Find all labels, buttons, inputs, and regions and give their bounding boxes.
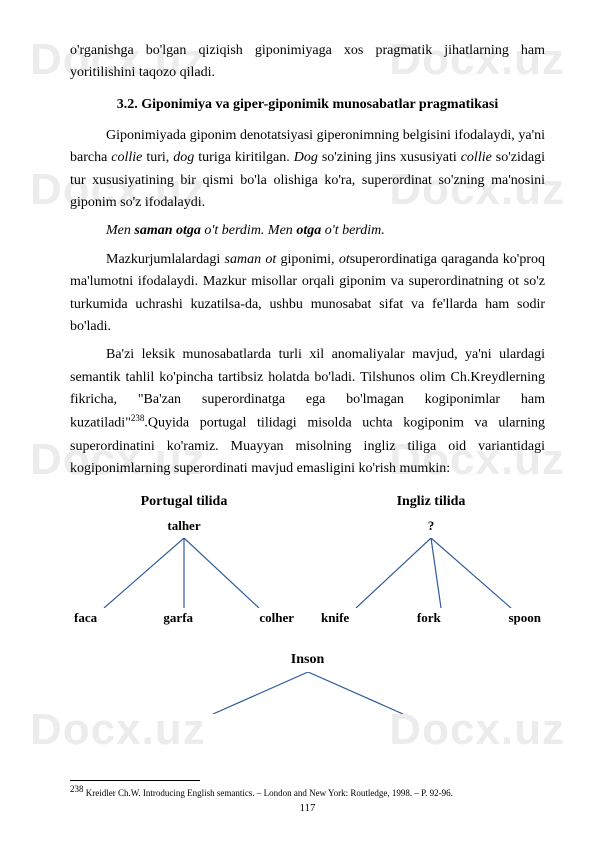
term: saman ot [225,252,277,267]
tree-lines [84,538,284,608]
tree-leaves: faca garfa colher [70,610,298,626]
footer: 238 Kreidler Ch.W. Introducing English s… [70,780,545,814]
paragraph-2: Giponimiyada giponim denotatsiyasi giper… [70,125,545,215]
leaf: faca [74,610,97,626]
tree-portugal: Portugal tilida talher faca garfa colher [70,494,298,626]
term-dog: Dog [294,150,318,165]
text: Mazkurjumlalardagi [106,252,225,267]
tree-title: Portugal tilida [70,494,298,510]
page-number: 117 [70,802,545,814]
paragraph-3: Mazkurjumlalardagi saman ot giponimi, ot… [70,249,545,339]
leaf: knife [321,610,349,626]
emphasis: saman otga [134,223,201,238]
footnote-rule [70,780,200,781]
term: ot [339,252,350,267]
term-collie: collie [111,150,142,165]
paragraph-1: o'rganishga bo'lgan qiziqish giponimiyag… [70,40,545,85]
footnote: 238 Kreidler Ch.W. Introducing English s… [70,784,545,798]
text: turiga kiritilgan. [194,150,293,165]
text: so'zining jins xususiyati [318,150,461,165]
footnote-number: 238 [70,784,84,794]
term-collie: collie [461,150,492,165]
text: .Quyida portugal tilidagi misolda uchta … [70,416,545,476]
leaf: colher [259,610,294,626]
tree-diagrams: Portugal tilida talher faca garfa colher… [70,494,545,626]
leaf: fork [417,610,441,626]
section-heading: 3.2. Giponimiya va giper-giponimik munos… [70,97,545,113]
footnote-ref: 238 [131,413,145,423]
tree-lines [178,672,438,714]
text: giponimi, [276,252,339,267]
text: o't berdim. Men [201,223,296,238]
text: o't berdim. [321,223,385,238]
text: turi, [142,150,173,165]
tree-lines [331,538,531,608]
text: Men [106,223,134,238]
tree-root: Inson [70,652,545,668]
emphasis: otga [296,223,321,238]
tree-root: ? [317,518,545,534]
tree-leaves: knife fork spoon [317,610,545,626]
tree-inson: Inson [70,652,545,714]
paragraph-4: Ba'zi leksik munosabatlarda turli xil an… [70,344,545,480]
leaf: garfa [163,610,193,626]
tree-title: Ingliz tilida [317,494,545,510]
tree-english: Ingliz tilida ? knife fork spoon [317,494,545,626]
tree-root: talher [70,518,298,534]
example-sentence: Men saman otga o't berdim. Men otga o't … [70,220,545,242]
footnote-text: Kreidler Ch.W. Introducing English seman… [84,788,453,798]
leaf: spoon [508,610,541,626]
term-dog: dog [173,150,194,165]
page-content: o'rganishga bo'lgan qiziqish giponimiyag… [70,40,545,714]
